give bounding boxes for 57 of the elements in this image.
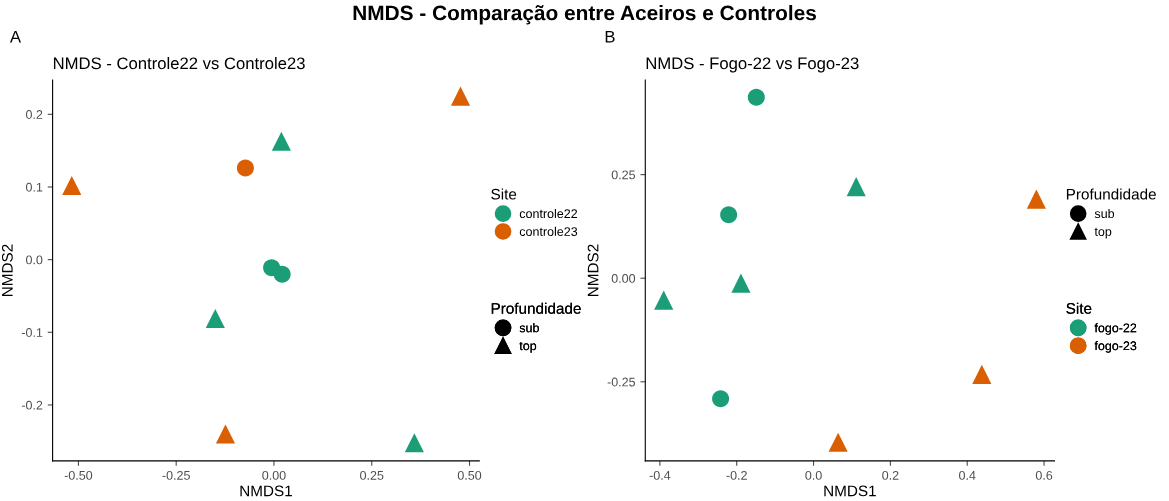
y-tick-label: 0.2: [26, 110, 43, 119]
text: NMDS - Comparação entre Aceiros e Controles: [353, 5, 816, 25]
point: [273, 265, 291, 283]
x-tick-label: 0.50: [457, 470, 482, 480]
x-tick-label: 0.25: [360, 470, 384, 480]
point: [62, 175, 82, 196]
chart-title: NMDS - Fogo-22 vs Fogo-23: [646, 57, 859, 73]
point: [828, 432, 848, 452]
y-tick-label: 0.0: [26, 255, 43, 265]
x-tick-label: -0.25: [162, 470, 190, 480]
text: Profundidade: [491, 302, 581, 314]
point: [215, 424, 236, 444]
point: [236, 159, 254, 177]
point: [1026, 189, 1046, 209]
y-tick-label: 0.00: [611, 274, 636, 283]
y-tick-label: 0.25: [611, 170, 636, 180]
x-tick-label: 0.2: [882, 470, 899, 480]
y-axis-title: NMDS2: [587, 244, 599, 297]
chart-title: NMDS - Controle22 vs Controle23: [53, 56, 305, 70]
text: Profundidade: [1066, 188, 1156, 200]
x-tick-label: 0.0: [805, 470, 822, 480]
point: [720, 206, 738, 224]
x-tick-label: -0.50: [64, 470, 93, 480]
legend-label: fogo-23: [1094, 341, 1137, 353]
legend-title: Site: [1066, 302, 1092, 314]
x-axis-title: NMDS1: [240, 485, 292, 497]
y-tick-label: -0.1: [21, 328, 43, 337]
text: sub: [519, 323, 539, 333]
point: [972, 364, 992, 384]
point: [712, 390, 730, 408]
legend-label: fogo-22: [1094, 323, 1137, 335]
x-tick-label: 0.4: [959, 470, 976, 480]
legend-label: controle22: [519, 208, 578, 219]
point: [271, 131, 291, 151]
point: [654, 290, 674, 310]
text: top: [1094, 227, 1112, 239]
point: [404, 433, 424, 453]
text: sub: [1094, 208, 1115, 219]
x-tick-label: -0.4: [649, 470, 671, 480]
point: [450, 86, 471, 106]
x-axis-title: NMDS1: [824, 485, 876, 497]
text: A: [9, 30, 22, 43]
text: top: [519, 342, 537, 353]
y-tick-label: -0.25: [607, 377, 636, 387]
point: [731, 273, 751, 293]
point: [846, 177, 866, 197]
y-tick-label: -0.2: [21, 400, 43, 410]
y-axis-title: NMDS2: [1, 244, 13, 297]
x-tick-label: 0.6: [1035, 470, 1053, 480]
x-tick-label: -0.2: [726, 470, 747, 480]
x-tick-label: 0.00: [262, 470, 286, 480]
point: [747, 88, 765, 106]
point: [205, 308, 225, 329]
legend-title: Site: [491, 188, 517, 200]
legend-label: controle23: [519, 226, 578, 236]
text: B: [605, 30, 615, 43]
y-tick-label: 0.1: [26, 182, 43, 192]
